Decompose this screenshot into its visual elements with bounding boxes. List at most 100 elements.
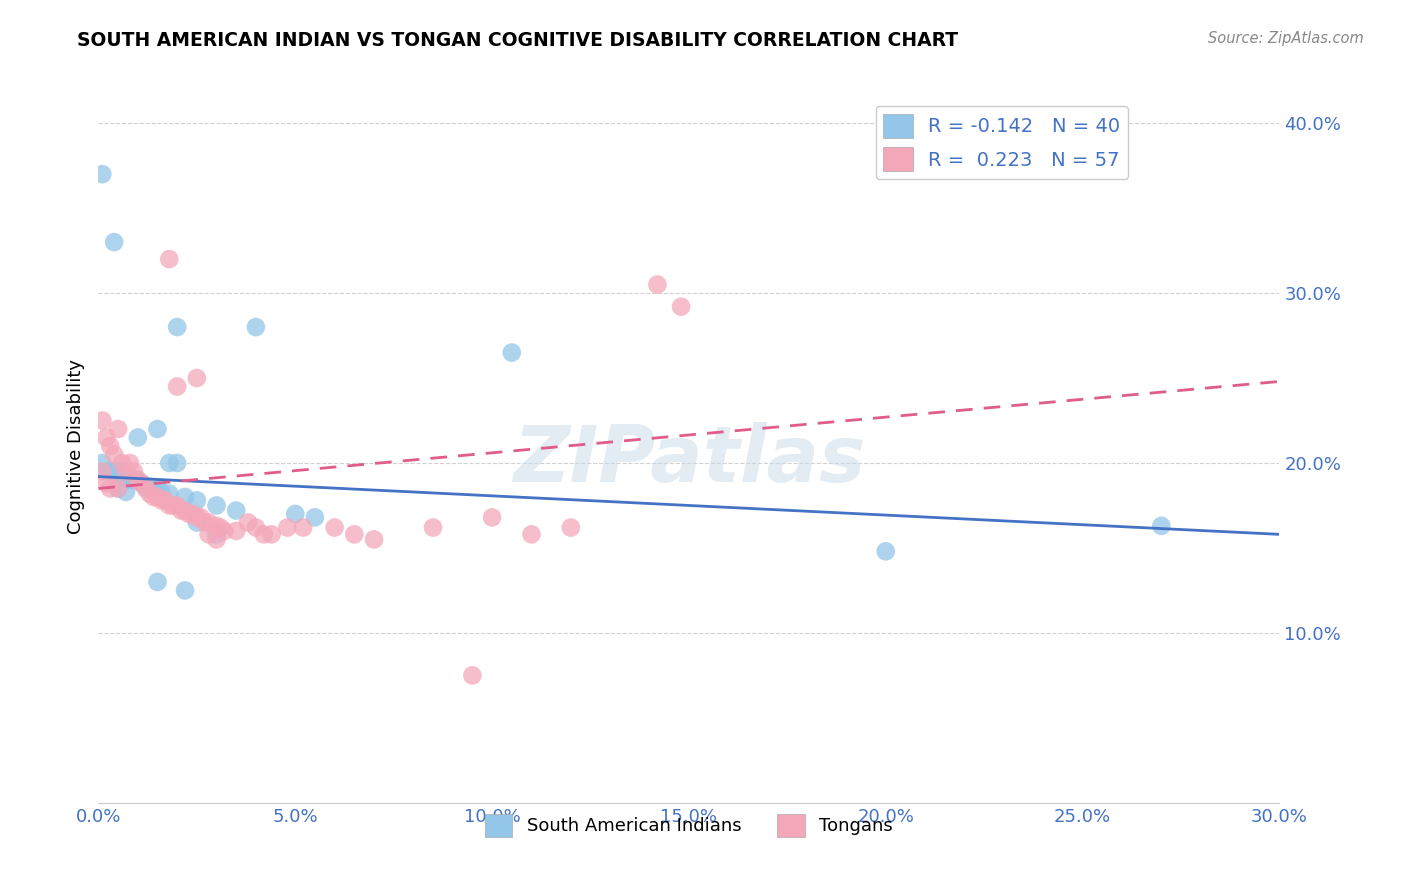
Point [127,430,149,444]
Point [91,167,114,181]
Point [142,490,165,504]
Point [98,482,121,496]
Point [138,480,160,494]
Point [461,668,484,682]
Point [118,473,141,487]
Point [205,519,228,533]
Point [166,456,188,470]
Point [560,520,582,534]
Point [236,516,259,530]
Point [107,482,129,496]
Point [481,510,503,524]
Point [260,527,283,541]
Point [107,465,129,479]
Point [174,503,197,517]
Text: Source: ZipAtlas.com: Source: ZipAtlas.com [1208,31,1364,46]
Point [103,465,125,479]
Point [186,516,208,530]
Point [146,574,169,589]
Point [170,503,193,517]
Point [115,469,138,483]
Point [115,465,138,479]
Point [103,448,125,462]
Point [422,520,444,534]
Point [150,493,173,508]
Point [107,422,129,436]
Point [245,520,267,534]
Point [146,482,169,496]
Point [214,524,236,538]
Point [127,473,149,487]
Point [225,524,247,538]
Point [205,527,228,541]
Point [118,456,141,470]
Point [647,277,669,292]
Point [194,516,217,530]
Point [197,516,219,530]
Point [96,465,118,479]
Point [157,499,180,513]
Point [157,252,180,266]
Point [91,465,114,479]
Point [96,430,118,444]
Point [276,520,298,534]
Point [225,503,247,517]
Point [174,583,197,598]
Point [150,484,173,499]
Point [98,439,121,453]
Point [253,527,276,541]
Point [186,493,208,508]
Point [115,484,138,499]
Point [186,371,208,385]
Point [166,379,188,393]
Point [122,465,145,479]
Point [157,456,180,470]
Point [669,300,692,314]
Point [197,527,219,541]
Point [245,320,267,334]
Point [186,510,208,524]
Point [181,507,204,521]
Point [135,480,157,494]
Point [304,510,326,524]
Point [363,533,385,547]
Point [91,413,114,427]
Point [174,490,197,504]
Legend: South American Indians, Tongans: South American Indians, Tongans [478,807,900,844]
Point [177,507,200,521]
Y-axis label: Cognitive Disability: Cognitive Disability [66,359,84,533]
Point [155,493,177,508]
Point [292,520,315,534]
Point [131,476,153,491]
Point [122,473,145,487]
Text: SOUTH AMERICAN INDIAN VS TONGAN COGNITIVE DISABILITY CORRELATION CHART: SOUTH AMERICAN INDIAN VS TONGAN COGNITIV… [77,31,959,50]
Point [91,456,114,470]
Point [190,510,212,524]
Point [138,486,160,500]
Point [111,456,134,470]
Point [284,507,307,521]
Text: ZIPatlas: ZIPatlas [513,422,865,499]
Point [135,482,157,496]
Point [103,235,125,249]
Point [875,544,897,558]
Point [323,520,346,534]
Point [146,490,169,504]
Point [96,476,118,491]
Point [209,520,232,534]
Point [107,482,129,496]
Point [157,486,180,500]
Point [501,345,523,359]
Point [166,320,188,334]
Point [111,467,134,482]
Point [205,499,228,513]
Point [142,482,165,496]
Point [205,533,228,547]
Point [520,527,543,541]
Point [162,499,184,513]
Point [127,473,149,487]
Point [343,527,366,541]
Point [131,476,153,491]
Point [98,465,121,479]
Point [166,499,188,513]
